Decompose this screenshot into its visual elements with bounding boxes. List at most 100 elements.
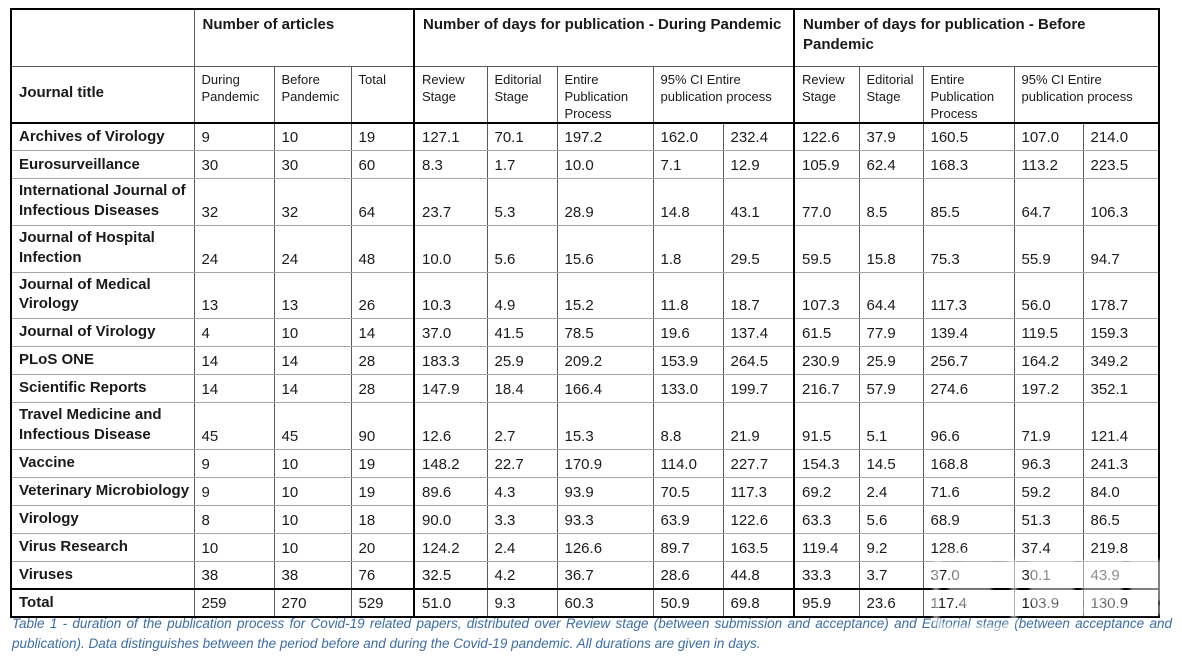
journal-cell: International Journal of Infectious Dise… xyxy=(10,178,195,227)
value-cell: 15.8 xyxy=(858,225,924,273)
value-cell: 178.7 xyxy=(1082,271,1160,320)
value-cell: 70.1 xyxy=(486,122,558,152)
journal-cell: PLoS ONE xyxy=(10,346,195,376)
value-cell: 71.6 xyxy=(922,476,1015,506)
journal-title-header: Journal title xyxy=(10,65,195,124)
value-cell: 274.6 xyxy=(922,374,1015,404)
value-cell: 55.9 xyxy=(1013,225,1084,273)
value-cell: 117.3 xyxy=(922,271,1015,320)
table-row: Archives of Virology 9 10 19 127.1 70.1 197.2 1… xyxy=(10,122,1160,152)
value-cell: 33.3 xyxy=(793,560,860,590)
value-cell: 63.9 xyxy=(652,504,724,534)
value-cell: 10 xyxy=(193,532,275,562)
value-cell: 19 xyxy=(350,448,415,478)
column-header: Editorial Stage xyxy=(858,65,924,124)
value-cell: 14 xyxy=(273,374,352,404)
value-cell: 264.5 xyxy=(722,346,795,376)
value-cell: 14.5 xyxy=(858,448,924,478)
value-cell: 63.3 xyxy=(793,504,860,534)
value-cell: 15.6 xyxy=(556,225,654,273)
value-cell: 10.3 xyxy=(413,271,488,320)
value-cell: 93.9 xyxy=(556,476,654,506)
value-cell: 90 xyxy=(350,402,415,450)
table-row: Veterinary Microbiology 9 10 19 89.6 4.3 93.9 7… xyxy=(10,476,1160,506)
value-cell: 199.7 xyxy=(722,374,795,404)
value-cell: 18.7 xyxy=(722,271,795,320)
value-cell: 14 xyxy=(193,374,275,404)
value-cell: 113.2 xyxy=(1013,150,1084,180)
value-cell: 37.0 xyxy=(413,318,488,348)
value-cell: 119.5 xyxy=(1013,318,1084,348)
value-cell: 62.4 xyxy=(858,150,924,180)
value-cell: 75.3 xyxy=(922,225,1015,273)
value-cell: 12.9 xyxy=(722,150,795,180)
value-cell: 10 xyxy=(273,448,352,478)
value-cell: 126.6 xyxy=(556,532,654,562)
value-cell: 90.0 xyxy=(413,504,488,534)
value-cell: 256.7 xyxy=(922,346,1015,376)
value-cell: 28.9 xyxy=(556,178,654,227)
value-cell: 64.7 xyxy=(1013,178,1084,227)
journal-cell: Archives of Virology xyxy=(10,122,195,152)
value-cell: 24 xyxy=(193,225,275,273)
value-cell: 223.5 xyxy=(1082,150,1160,180)
value-cell: 117.3 xyxy=(722,476,795,506)
value-cell: 30 xyxy=(273,150,352,180)
value-cell: 13 xyxy=(193,271,275,320)
column-header: Review Stage xyxy=(413,65,488,124)
value-cell: 133.0 xyxy=(652,374,724,404)
table-container: Number of articles Number of days for pub… xyxy=(10,8,1160,619)
value-cell: 4.9 xyxy=(486,271,558,320)
value-cell: 232.4 xyxy=(722,122,795,152)
value-cell: 5.3 xyxy=(486,178,558,227)
column-header: Before Pandemic xyxy=(273,65,352,124)
value-cell: 15.3 xyxy=(556,402,654,450)
journal-cell: Total xyxy=(10,588,195,618)
value-cell: 77.0 xyxy=(793,178,860,227)
value-cell: 122.6 xyxy=(722,504,795,534)
table-row: Journal of Hospital Infection 24 24 48 10.0 5… xyxy=(10,225,1160,273)
column-header: Total xyxy=(350,65,415,124)
value-cell: 4.3 xyxy=(486,476,558,506)
value-cell: 41.5 xyxy=(486,318,558,348)
publication-duration-table: Number of articles Number of days for pub… xyxy=(10,8,1160,619)
value-cell: 147.9 xyxy=(413,374,488,404)
table-row: Journal of Virology 4 10 14 37.0 41.5 78.5 19.6… xyxy=(10,318,1160,348)
value-cell: 197.2 xyxy=(556,122,654,152)
value-cell: 77.9 xyxy=(858,318,924,348)
value-cell: 30.1 xyxy=(1013,560,1084,590)
value-cell: 7.1 xyxy=(652,150,724,180)
value-cell: 14 xyxy=(273,346,352,376)
value-cell: 14.8 xyxy=(652,178,724,227)
value-cell: 29.5 xyxy=(722,225,795,273)
value-cell: 10 xyxy=(273,122,352,152)
column-header: Entire Publication Process xyxy=(922,65,1015,124)
journal-cell: Virus Research xyxy=(10,532,195,562)
value-cell: 95.9 xyxy=(793,588,860,618)
value-cell: 2.4 xyxy=(858,476,924,506)
value-cell: 10 xyxy=(273,532,352,562)
group-header: Number of days for publication - During … xyxy=(413,8,795,67)
value-cell: 3.7 xyxy=(858,560,924,590)
value-cell: 30 xyxy=(193,150,275,180)
column-header: During Pandemic xyxy=(193,65,275,124)
value-cell: 32 xyxy=(273,178,352,227)
value-cell: 59.2 xyxy=(1013,476,1084,506)
value-cell: 105.9 xyxy=(793,150,860,180)
value-cell: 119.4 xyxy=(793,532,860,562)
table-body: Archives of Virology 9 10 19 127.1 70.1 197.2 1… xyxy=(10,122,1160,618)
value-cell: 89.6 xyxy=(413,476,488,506)
value-cell: 4.2 xyxy=(486,560,558,590)
value-cell: 93.3 xyxy=(556,504,654,534)
value-cell: 91.5 xyxy=(793,402,860,450)
value-cell: 9.2 xyxy=(858,532,924,562)
value-cell: 349.2 xyxy=(1082,346,1160,376)
table-row: Virus Research 10 10 20 124.2 2.4 126.6 89.7 163… xyxy=(10,532,1160,562)
value-cell: 25.9 xyxy=(486,346,558,376)
table-row: Vaccine 9 10 19 148.2 22.7 170.9 114.0 227.7 154.… xyxy=(10,448,1160,478)
value-cell: 14 xyxy=(350,318,415,348)
value-cell: 69.2 xyxy=(793,476,860,506)
value-cell: 8.5 xyxy=(858,178,924,227)
value-cell: 241.3 xyxy=(1082,448,1160,478)
value-cell: 20 xyxy=(350,532,415,562)
